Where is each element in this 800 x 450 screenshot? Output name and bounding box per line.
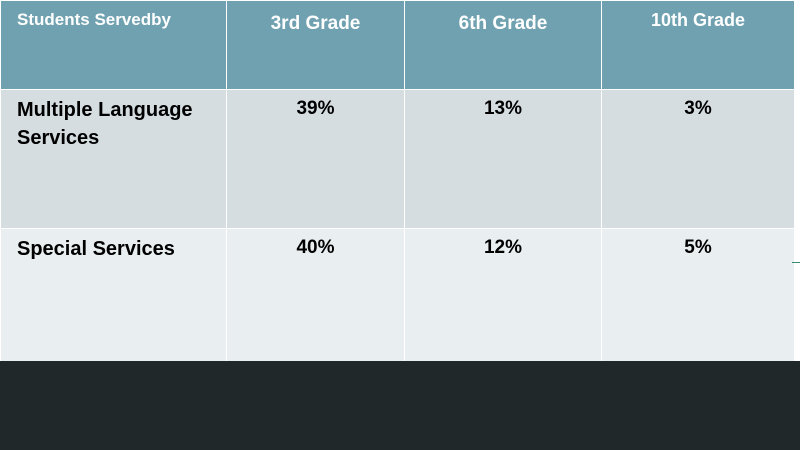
table-row: Multiple Language Services 39% 13% 3% [0,89,795,229]
table-header-row: Students Servedby 3rd Grade 6th Grade 10… [0,0,795,90]
header-10th-grade: 10th Grade [601,0,795,90]
cell-multiple-language-10th: 3% [601,89,795,229]
dark-footer-band [0,361,800,450]
header-students-served: Students Servedby [0,0,227,90]
row-label-multiple-language-services: Multiple Language Services [0,89,227,229]
table-panel: Students Servedby 3rd Grade 6th Grade 10… [0,0,800,388]
header-6th-grade: 6th Grade [404,0,602,90]
header-3rd-grade: 3rd Grade [226,0,405,90]
cell-multiple-language-3rd: 39% [226,89,405,229]
edge-tick-mark [792,262,800,263]
students-served-table: Students Servedby 3rd Grade 6th Grade 10… [0,0,795,388]
cell-multiple-language-6th: 13% [404,89,602,229]
